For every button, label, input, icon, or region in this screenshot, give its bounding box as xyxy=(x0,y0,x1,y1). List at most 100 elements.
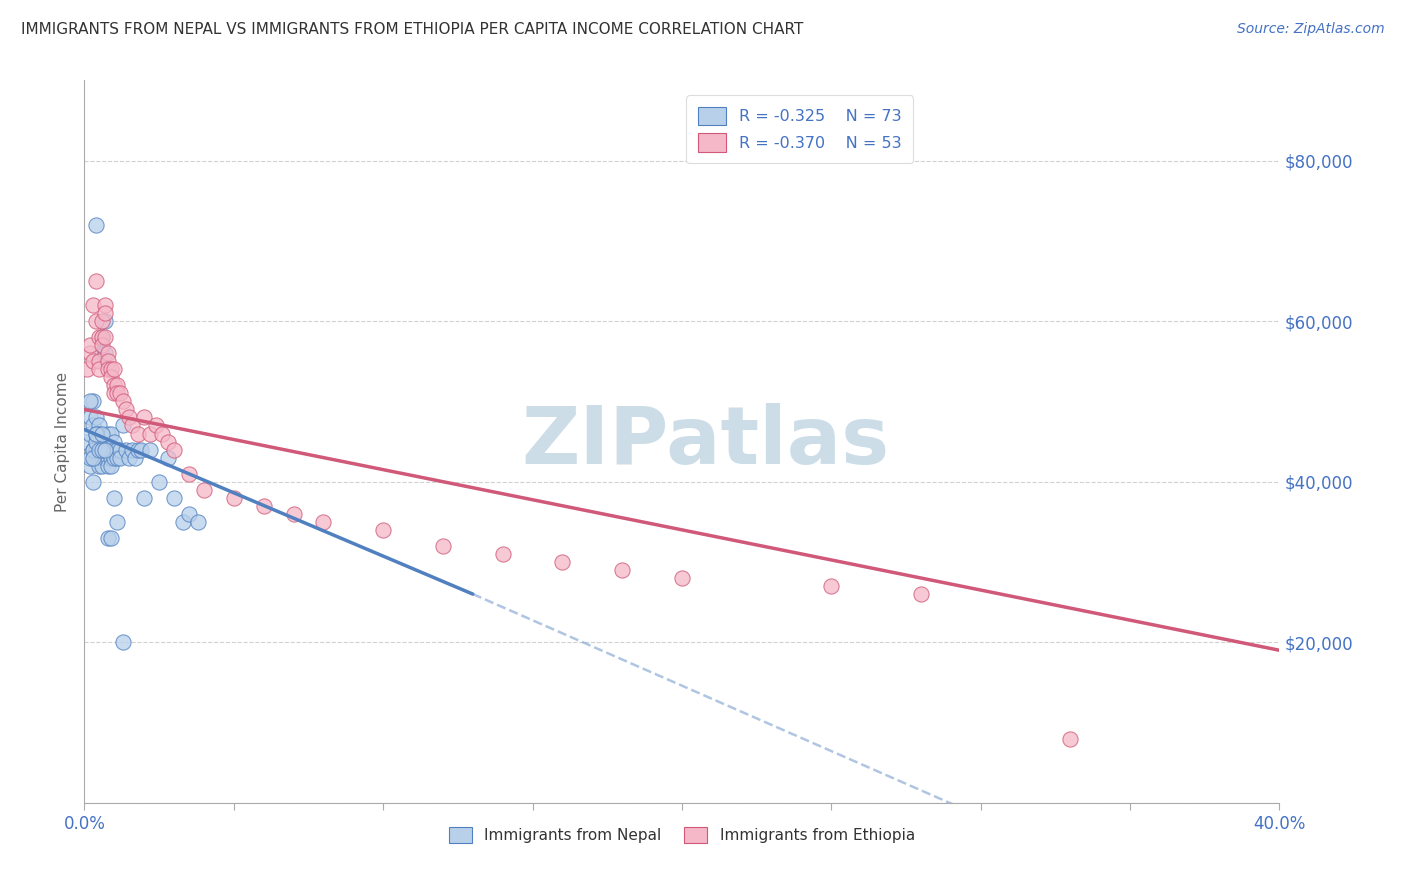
Point xyxy=(97,346,120,360)
Point xyxy=(89,450,111,465)
Point xyxy=(100,458,122,473)
Point xyxy=(86,426,108,441)
Point xyxy=(115,442,138,457)
Point xyxy=(283,507,305,521)
Point xyxy=(94,346,117,360)
Point xyxy=(89,442,111,457)
Point xyxy=(105,378,128,392)
Point xyxy=(103,386,125,401)
Point xyxy=(86,314,108,328)
Point xyxy=(79,346,101,360)
Point xyxy=(157,450,180,465)
Point xyxy=(148,475,170,489)
Point xyxy=(820,579,842,593)
Point xyxy=(103,491,125,505)
Point xyxy=(492,547,515,561)
Point xyxy=(110,450,132,465)
Point xyxy=(86,410,108,425)
Point xyxy=(105,442,128,457)
Point xyxy=(112,394,135,409)
Point xyxy=(79,338,101,352)
Point xyxy=(86,426,108,441)
Point xyxy=(89,418,111,433)
Point xyxy=(110,442,132,457)
Point xyxy=(82,394,104,409)
Point xyxy=(79,394,101,409)
Point xyxy=(82,450,104,465)
Point xyxy=(551,555,574,569)
Point xyxy=(79,410,101,425)
Point xyxy=(91,458,114,473)
Point xyxy=(373,523,395,537)
Point xyxy=(91,330,114,344)
Point xyxy=(89,442,111,457)
Point xyxy=(94,306,117,320)
Point xyxy=(112,635,135,649)
Point xyxy=(118,410,141,425)
Point xyxy=(91,426,114,441)
Point xyxy=(157,434,180,449)
Point xyxy=(86,442,108,457)
Point xyxy=(127,442,149,457)
Point xyxy=(79,450,101,465)
Point xyxy=(139,442,162,457)
Point xyxy=(139,426,162,441)
Point xyxy=(163,491,186,505)
Point xyxy=(177,467,200,481)
Point xyxy=(671,571,693,585)
Point xyxy=(91,442,114,457)
Point xyxy=(86,434,108,449)
Point xyxy=(103,362,125,376)
Point xyxy=(97,531,120,545)
Legend: Immigrants from Nepal, Immigrants from Ethiopia: Immigrants from Nepal, Immigrants from E… xyxy=(443,822,921,849)
Point xyxy=(100,531,122,545)
Point xyxy=(103,434,125,449)
Point xyxy=(97,426,120,441)
Point xyxy=(82,418,104,433)
Point xyxy=(100,426,122,441)
Y-axis label: Per Capita Income: Per Capita Income xyxy=(55,371,70,512)
Point xyxy=(193,483,215,497)
Point xyxy=(91,442,114,457)
Point xyxy=(145,418,167,433)
Point xyxy=(118,450,141,465)
Point xyxy=(76,434,98,449)
Point xyxy=(97,354,120,368)
Point xyxy=(82,354,104,368)
Point xyxy=(100,370,122,384)
Text: Source: ZipAtlas.com: Source: ZipAtlas.com xyxy=(1237,22,1385,37)
Point xyxy=(432,539,454,553)
Point xyxy=(94,298,117,312)
Point xyxy=(94,450,117,465)
Point xyxy=(97,442,120,457)
Point xyxy=(79,426,101,441)
Point xyxy=(86,274,108,288)
Point xyxy=(82,475,104,489)
Point xyxy=(105,515,128,529)
Point xyxy=(187,515,209,529)
Point xyxy=(124,450,146,465)
Point xyxy=(103,442,125,457)
Point xyxy=(253,499,276,513)
Point xyxy=(100,442,122,457)
Point xyxy=(1059,731,1081,746)
Point xyxy=(91,314,114,328)
Point xyxy=(94,314,117,328)
Point xyxy=(91,450,114,465)
Point xyxy=(79,458,101,473)
Point xyxy=(97,362,120,376)
Point xyxy=(89,330,111,344)
Point xyxy=(115,402,138,417)
Point xyxy=(94,442,117,457)
Point xyxy=(89,362,111,376)
Point xyxy=(89,426,111,441)
Point xyxy=(82,442,104,457)
Point xyxy=(172,515,194,529)
Point xyxy=(94,330,117,344)
Point xyxy=(129,442,152,457)
Text: IMMIGRANTS FROM NEPAL VS IMMIGRANTS FROM ETHIOPIA PER CAPITA INCOME CORRELATION : IMMIGRANTS FROM NEPAL VS IMMIGRANTS FROM… xyxy=(21,22,803,37)
Point xyxy=(89,354,111,368)
Point xyxy=(89,458,111,473)
Point xyxy=(97,458,120,473)
Point xyxy=(97,450,120,465)
